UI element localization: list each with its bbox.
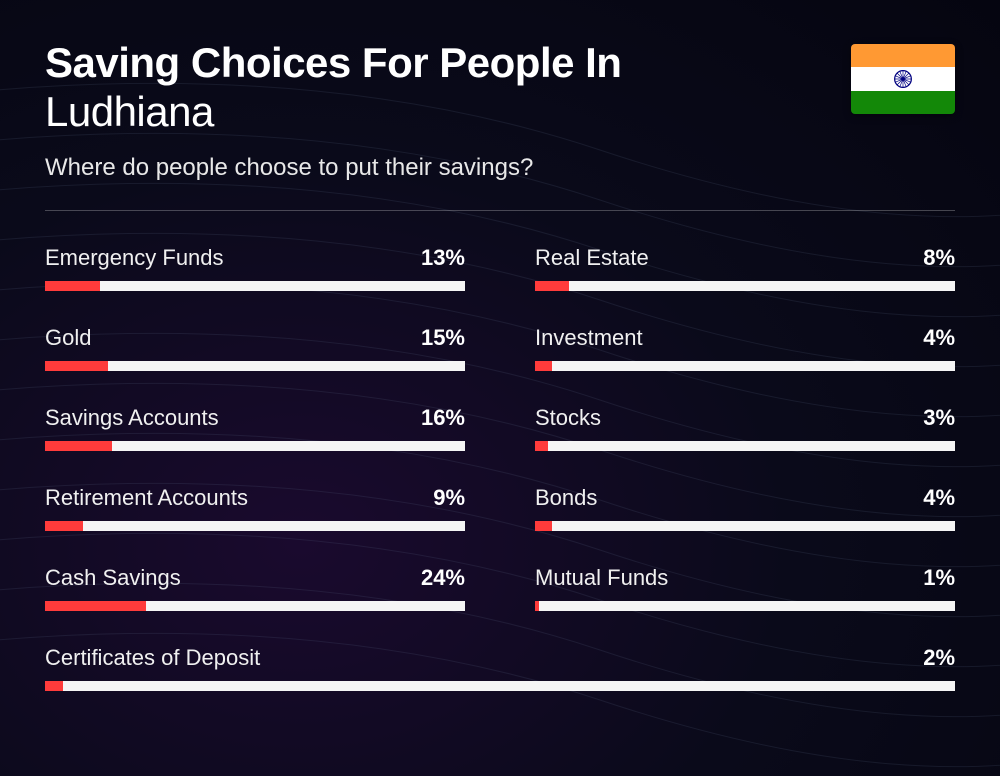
bar-value: 13%: [421, 245, 465, 271]
bar-track: [45, 361, 465, 371]
bar-item: Real Estate 8%: [535, 245, 955, 291]
bar-header: Retirement Accounts 9%: [45, 485, 465, 511]
bar-label: Real Estate: [535, 245, 649, 271]
bar-label: Mutual Funds: [535, 565, 668, 591]
bar-label: Gold: [45, 325, 91, 351]
bar-track: [45, 281, 465, 291]
bar-item: Bonds 4%: [535, 485, 955, 531]
bar-track: [45, 521, 465, 531]
bar-item: Stocks 3%: [535, 405, 955, 451]
header: Saving Choices For People In Ludhiana Wh…: [45, 40, 955, 182]
bar-fill: [535, 441, 548, 451]
bar-header: Cash Savings 24%: [45, 565, 465, 591]
bar-item: Gold 15%: [45, 325, 465, 371]
bar-item: Mutual Funds 1%: [535, 565, 955, 611]
bar-track: [535, 601, 955, 611]
bar-header: Mutual Funds 1%: [535, 565, 955, 591]
bar-track: [535, 441, 955, 451]
bar-fill: [45, 681, 63, 691]
bar-item: Certificates of Deposit 2%: [45, 645, 955, 691]
bar-fill: [45, 441, 112, 451]
bar-item: Investment 4%: [535, 325, 955, 371]
bar-value: 8%: [923, 245, 955, 271]
divider: [45, 210, 955, 211]
ashoka-chakra-icon: [893, 69, 913, 89]
bar-header: Certificates of Deposit 2%: [45, 645, 955, 671]
bar-label: Retirement Accounts: [45, 485, 248, 511]
subtitle: Where do people choose to put their savi…: [45, 154, 955, 182]
bar-item: Savings Accounts 16%: [45, 405, 465, 451]
bars-grid: Emergency Funds 13% Real Estate 8% Gold 15% In…: [45, 245, 955, 691]
bar-fill: [535, 361, 552, 371]
bar-header: Bonds 4%: [535, 485, 955, 511]
bar-value: 4%: [923, 325, 955, 351]
bar-value: 9%: [433, 485, 465, 511]
bar-value: 15%: [421, 325, 465, 351]
bar-header: Emergency Funds 13%: [45, 245, 465, 271]
bar-header: Investment 4%: [535, 325, 955, 351]
bar-label: Stocks: [535, 405, 601, 431]
flag-stripe-green: [851, 91, 955, 114]
bar-fill: [45, 601, 146, 611]
bar-fill: [45, 361, 108, 371]
bar-fill: [535, 601, 539, 611]
bar-fill: [45, 281, 100, 291]
bar-fill: [535, 281, 569, 291]
bar-track: [45, 441, 465, 451]
bar-track: [45, 681, 955, 691]
title-line1: Saving Choices For People In: [45, 40, 955, 86]
bar-header: Stocks 3%: [535, 405, 955, 431]
bar-value: 3%: [923, 405, 955, 431]
bar-track: [45, 601, 465, 611]
bar-item: Cash Savings 24%: [45, 565, 465, 611]
bar-label: Bonds: [535, 485, 597, 511]
bar-fill: [45, 521, 83, 531]
bar-item: Emergency Funds 13%: [45, 245, 465, 291]
bar-label: Savings Accounts: [45, 405, 219, 431]
bar-track: [535, 521, 955, 531]
bar-label: Investment: [535, 325, 643, 351]
bar-label: Cash Savings: [45, 565, 181, 591]
bar-value: 16%: [421, 405, 465, 431]
bar-label: Certificates of Deposit: [45, 645, 260, 671]
bar-item: Retirement Accounts 9%: [45, 485, 465, 531]
bar-header: Real Estate 8%: [535, 245, 955, 271]
india-flag-icon: [851, 44, 955, 114]
bar-fill: [535, 521, 552, 531]
flag-stripe-saffron: [851, 44, 955, 67]
bar-value: 2%: [923, 645, 955, 671]
bar-value: 24%: [421, 565, 465, 591]
bar-header: Savings Accounts 16%: [45, 405, 465, 431]
bar-header: Gold 15%: [45, 325, 465, 351]
bar-value: 4%: [923, 485, 955, 511]
title-city: Ludhiana: [45, 88, 955, 136]
bar-track: [535, 361, 955, 371]
bar-value: 1%: [923, 565, 955, 591]
bar-track: [535, 281, 955, 291]
bar-label: Emergency Funds: [45, 245, 224, 271]
